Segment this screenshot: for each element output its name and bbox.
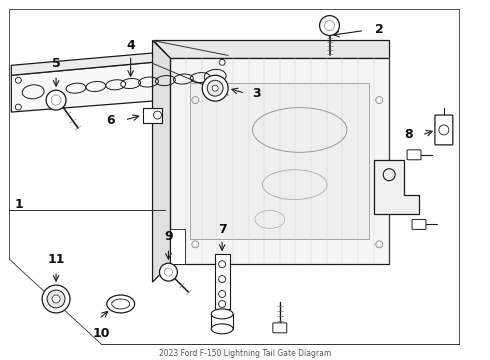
Polygon shape — [171, 229, 185, 264]
Text: 9: 9 — [164, 230, 173, 243]
Text: 1: 1 — [15, 198, 24, 211]
Text: 2023 Ford F-150 Lightning Tail Gate Diagram: 2023 Ford F-150 Lightning Tail Gate Diag… — [159, 349, 331, 358]
Text: 6: 6 — [106, 113, 115, 126]
Circle shape — [52, 295, 60, 303]
FancyBboxPatch shape — [143, 108, 163, 123]
Text: 7: 7 — [218, 223, 226, 236]
Ellipse shape — [211, 324, 233, 334]
Circle shape — [47, 290, 65, 308]
Circle shape — [159, 263, 177, 281]
Text: 5: 5 — [52, 57, 60, 70]
Polygon shape — [152, 40, 389, 58]
Circle shape — [212, 85, 218, 91]
Text: 8: 8 — [404, 129, 413, 141]
Text: 11: 11 — [48, 253, 65, 266]
Polygon shape — [190, 83, 369, 239]
Ellipse shape — [107, 295, 135, 313]
Text: 3: 3 — [253, 87, 261, 100]
Text: 4: 4 — [126, 39, 135, 52]
FancyBboxPatch shape — [407, 150, 421, 160]
Polygon shape — [171, 58, 389, 264]
FancyBboxPatch shape — [435, 115, 453, 145]
Polygon shape — [152, 40, 171, 282]
Circle shape — [202, 75, 228, 101]
FancyBboxPatch shape — [273, 323, 287, 333]
Circle shape — [46, 90, 66, 110]
Circle shape — [319, 15, 340, 36]
FancyBboxPatch shape — [412, 220, 426, 229]
Polygon shape — [11, 46, 228, 75]
Text: 10: 10 — [92, 327, 110, 340]
Text: 2: 2 — [375, 23, 384, 36]
Polygon shape — [374, 160, 419, 215]
Circle shape — [42, 285, 70, 313]
Circle shape — [207, 80, 223, 96]
Polygon shape — [215, 254, 230, 309]
Ellipse shape — [211, 309, 233, 319]
Polygon shape — [11, 55, 228, 112]
